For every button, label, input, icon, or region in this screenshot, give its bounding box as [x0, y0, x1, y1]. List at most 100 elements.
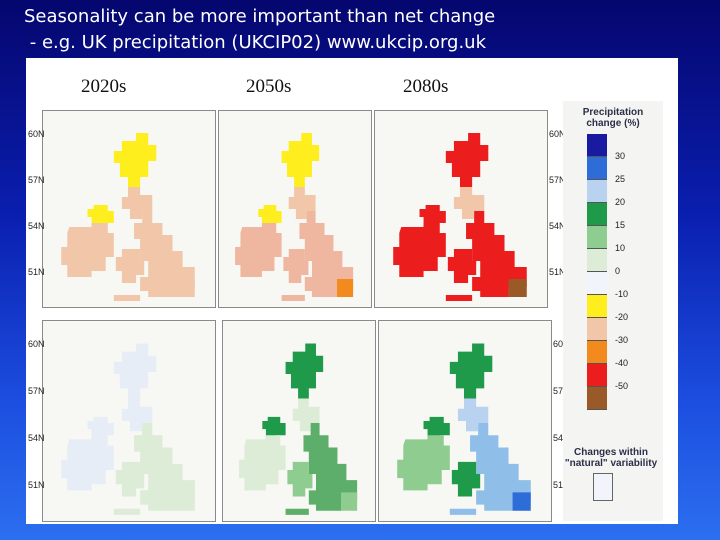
- decade-label-2020s: 2020s: [81, 76, 127, 97]
- legend-swatch-p0: [587, 272, 607, 295]
- wales-region: [115, 461, 145, 497]
- scotland-north-region: [113, 133, 157, 187]
- latitude-tick: 54N: [28, 433, 45, 444]
- england-region: [466, 211, 527, 297]
- england-region: [303, 423, 358, 511]
- latitude-tick: 54N: [549, 221, 566, 231]
- south-east-region: [512, 492, 531, 511]
- title-line-2: - e.g. UK precipitation (UKCIP02) www.uk…: [24, 32, 487, 53]
- latitude-tick: 60N: [28, 339, 45, 350]
- england-region: [470, 423, 531, 511]
- wales-region: [447, 249, 477, 283]
- legend-swatch-p20: [587, 203, 607, 226]
- legend-title-line-2: change (%): [586, 118, 640, 129]
- uk-map: [235, 133, 354, 301]
- legend-label: 15: [615, 220, 626, 230]
- ireland-region: [235, 223, 282, 277]
- latitude-tick: 54N: [28, 221, 45, 231]
- uk-map: [393, 133, 527, 301]
- uk-map: [239, 343, 358, 515]
- south-east-region: [341, 492, 358, 511]
- map-panel-2020s-summer: 60N 57N 54N 51N: [28, 110, 216, 308]
- wales-region: [283, 249, 309, 283]
- south-west-region: [113, 508, 141, 515]
- legend-note: Changes within "natural" variability: [555, 447, 667, 469]
- england-region: [134, 423, 195, 511]
- scotland-south-region: [457, 398, 489, 432]
- ireland-region: [393, 223, 446, 277]
- latitude-tick: 51N: [553, 480, 570, 491]
- legend-label: -50: [615, 381, 629, 391]
- uk-map: [397, 343, 531, 515]
- northern-ireland-region: [423, 416, 450, 442]
- latitude-tick: 60N: [553, 339, 570, 350]
- legend-swatch-p10: [587, 249, 607, 272]
- south-east-region: [176, 279, 195, 297]
- legend-label: 0: [615, 266, 621, 276]
- map-panel-2050s-winter: [222, 320, 376, 522]
- latitude-tick: 57N: [28, 386, 45, 397]
- latitude-tick: 57N: [553, 386, 570, 397]
- latitude-tick: 54N: [553, 433, 570, 444]
- wales-region: [287, 461, 313, 497]
- south-east-region: [176, 492, 195, 511]
- legend-label: -40: [615, 358, 629, 368]
- scotland-north-region: [449, 343, 493, 399]
- legend: Precipitation change (%) 30 25 20 15 10 0 -10 -…: [563, 101, 663, 521]
- legend-label: 30: [615, 151, 626, 161]
- latitude-tick: 60N: [28, 129, 45, 139]
- latitude-tick: 51N: [549, 267, 566, 277]
- england-region: [134, 211, 195, 297]
- decade-label-2080s: 2080s: [403, 76, 449, 97]
- wales-region: [115, 249, 145, 283]
- south-west-region: [445, 295, 473, 301]
- legend-swatch-m40: [587, 364, 607, 387]
- uk-map: [61, 133, 195, 301]
- legend-swatch-p25: [587, 180, 607, 203]
- south-east-region: [337, 279, 354, 297]
- precipitation-figure: 2020s 2050s 2080s 60N 57N 54N 51N 60N 57N 54N 5…: [26, 58, 678, 524]
- latitude-tick: 60N: [549, 129, 566, 139]
- south-west-region: [113, 295, 141, 301]
- legend-swatch-p30: [587, 157, 607, 180]
- scotland-north-region: [285, 343, 324, 399]
- legend-label: 25: [615, 174, 626, 184]
- decade-label-2050s: 2050s: [246, 76, 292, 97]
- slide-title: Seasonality can be more important than n…: [24, 4, 495, 56]
- scotland-south-region: [121, 398, 153, 432]
- map-panel-2050s-summer: [218, 110, 372, 308]
- ireland-region: [61, 223, 114, 277]
- legend-label: -10: [615, 289, 629, 299]
- south-west-region: [285, 508, 309, 515]
- ireland-region: [61, 435, 114, 491]
- england-region: [299, 211, 354, 297]
- legend-label: 10: [615, 243, 626, 253]
- legend-swatch-over-30: [587, 134, 607, 157]
- south-west-region: [281, 295, 305, 301]
- legend-swatch-p15: [587, 226, 607, 249]
- wales-region: [451, 461, 481, 497]
- legend-swatch-m30: [587, 341, 607, 364]
- natural-variability-swatch: [593, 473, 613, 501]
- title-line-1: Seasonality can be more important than n…: [24, 6, 496, 27]
- legend-title-line-1: Precipitation: [582, 107, 644, 118]
- ireland-region: [239, 435, 286, 491]
- map-panel-2080s-summer: 60N 57N 54N 51N: [374, 110, 566, 308]
- legend-label: -20: [615, 312, 629, 322]
- map-panel-2080s-winter: 60N 57N 54N 51N: [378, 320, 570, 522]
- northern-ireland-region: [87, 416, 114, 442]
- uk-map: [61, 343, 195, 515]
- legend-swatch-m50: [587, 387, 607, 410]
- ireland-region: [397, 435, 450, 491]
- latitude-tick: 57N: [549, 175, 566, 185]
- legend-swatch-m20: [587, 318, 607, 341]
- northern-ireland-region: [262, 416, 286, 442]
- latitude-tick: 51N: [28, 267, 45, 277]
- south-west-region: [449, 508, 477, 515]
- legend-note-line-2: "natural" variability: [564, 458, 658, 469]
- legend-note-line-1: Changes within: [574, 447, 648, 458]
- map-panel-2020s-winter: 60N 57N 54N 51N: [28, 320, 216, 522]
- scotland-south-region: [292, 398, 320, 432]
- scotland-north-region: [445, 133, 489, 187]
- legend-label: 20: [615, 197, 626, 207]
